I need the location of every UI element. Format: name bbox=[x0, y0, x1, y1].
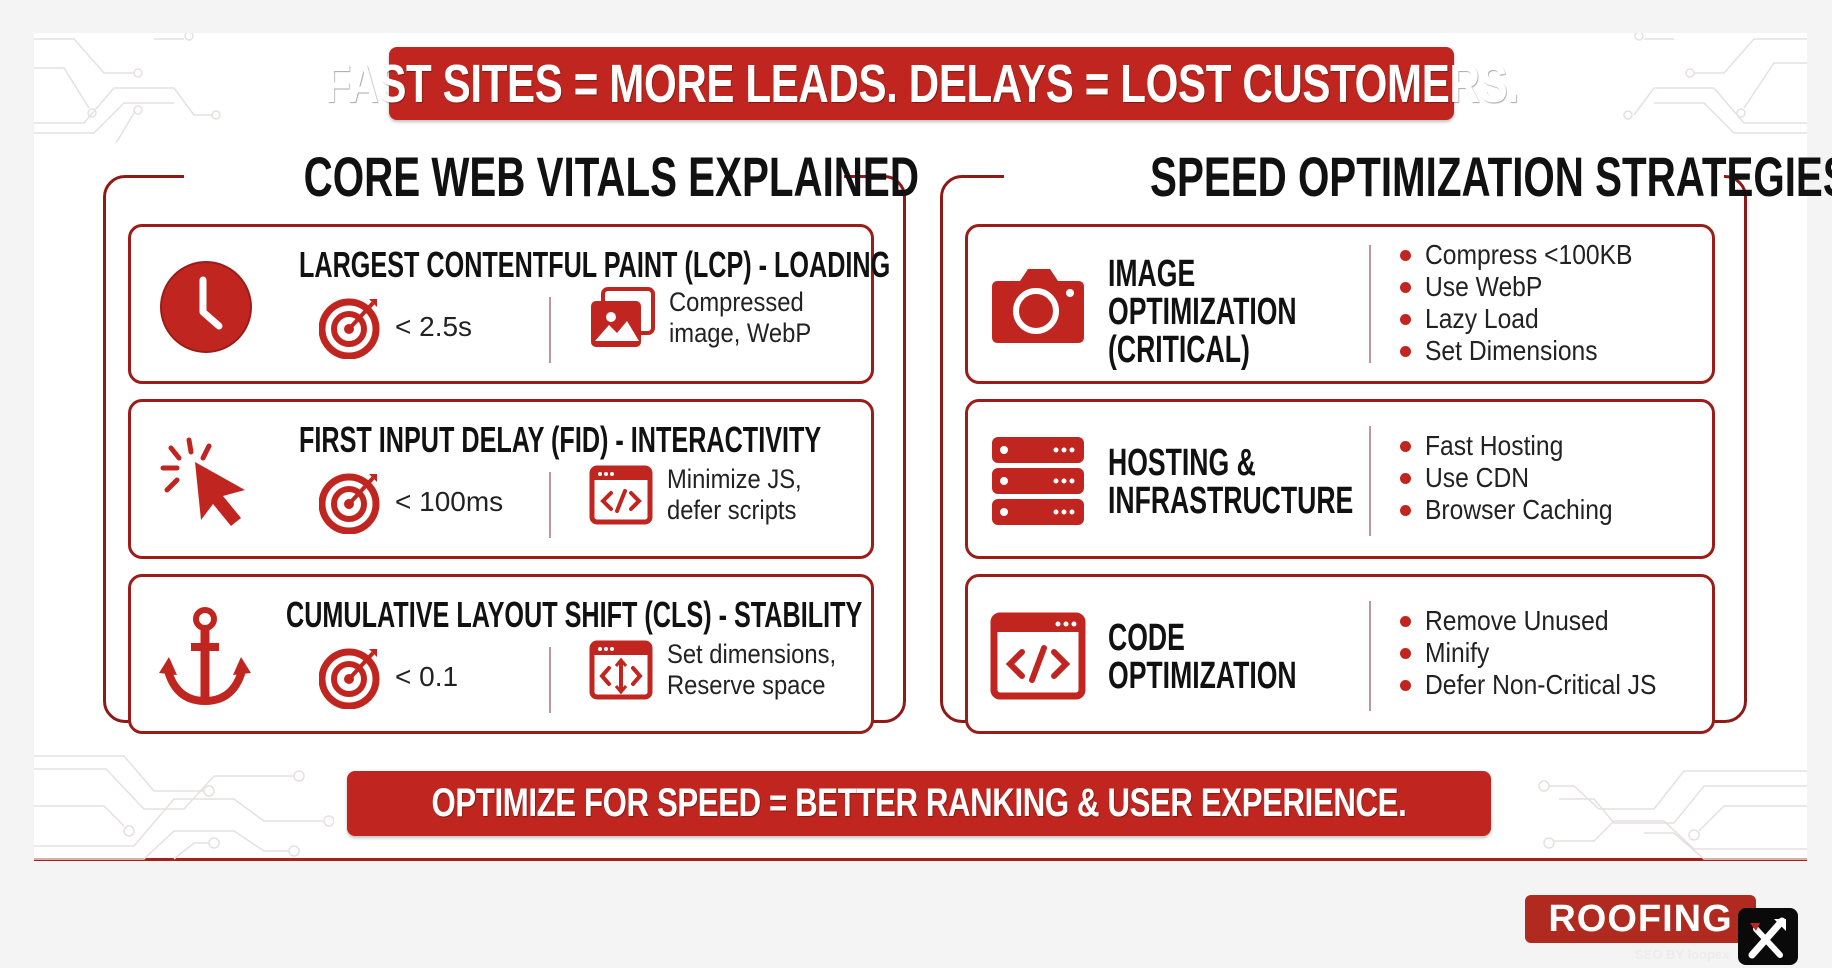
hosting-title: HOSTING & INFRASTRUCTURE bbox=[1108, 442, 1354, 522]
fid-card: FIRST INPUT DELAY (FID) - INTERACTIVITY … bbox=[128, 399, 874, 559]
logo-wordmark: ROOFING bbox=[1525, 895, 1756, 943]
anchor-icon bbox=[159, 607, 251, 706]
circuit-decoration-top-left bbox=[34, 33, 221, 143]
infographic-poster: FAST SITES = MORE LEADS. DELAYS = LOST C… bbox=[34, 33, 1832, 861]
image-optimization-bullets: Compress <100KB Use WebP Lazy Load Set D… bbox=[1400, 239, 1661, 367]
code-window-icon bbox=[589, 465, 653, 525]
list-item: Browser Caching bbox=[1400, 494, 1638, 526]
logo-tagline: SEO BY loopex bbox=[1635, 947, 1730, 962]
list-item: Lazy Load bbox=[1400, 303, 1661, 335]
list-item: Use WebP bbox=[1400, 271, 1661, 303]
footer-banner-text: OPTIMIZE FOR SPEED = BETTER RANKING & US… bbox=[431, 781, 1407, 825]
speed-strategies-title: SPEED OPTIMIZATION STRATEGIES bbox=[1150, 145, 1832, 208]
roofingx-logo[interactable]: ROOFING SEO BY loopex bbox=[1525, 895, 1798, 965]
hosting-card: HOSTING & INFRASTRUCTURE Fast Hosting Us… bbox=[965, 399, 1715, 559]
target-icon bbox=[319, 648, 380, 709]
list-item: Set Dimensions bbox=[1400, 335, 1661, 367]
image-optimization-card: IMAGE OPTIMIZATION (CRITICAL) Compress <… bbox=[965, 224, 1715, 384]
cls-card: CUMULATIVE LAYOUT SHIFT (CLS) - STABILIT… bbox=[128, 574, 874, 734]
fid-fix: Minimize JS, defer scripts bbox=[667, 464, 802, 526]
cursor-click-icon bbox=[160, 437, 245, 526]
code-optimization-card: CODE OPTIMIZATION Remove Unused Minify D… bbox=[965, 574, 1715, 734]
fid-title: FIRST INPUT DELAY (FID) - INTERACTIVITY bbox=[299, 419, 822, 460]
clock-icon bbox=[160, 261, 252, 353]
logo-x-mark-icon bbox=[1738, 908, 1798, 965]
target-icon bbox=[319, 473, 380, 534]
camera-icon bbox=[992, 269, 1084, 343]
cls-target-value: < 0.1 bbox=[395, 661, 459, 692]
headline-text: FAST SITES = MORE LEADS. DELAYS = LOST C… bbox=[324, 53, 1519, 114]
image-gallery-icon bbox=[591, 287, 655, 348]
core-web-vitals-title: CORE WEB VITALS EXPLAINED bbox=[303, 145, 919, 208]
list-item: Use CDN bbox=[1400, 462, 1638, 494]
circuit-decoration-bottom-right bbox=[1538, 770, 1807, 860]
lcp-title: LARGEST CONTENTFUL PAINT (LCP) - LOADING bbox=[299, 244, 891, 285]
lcp-target-value: < 2.5s bbox=[395, 311, 473, 342]
hosting-bullets: Fast Hosting Use CDN Browser Caching bbox=[1400, 430, 1638, 526]
headline-banner: FAST SITES = MORE LEADS. DELAYS = LOST C… bbox=[325, 47, 1519, 120]
list-item: Fast Hosting bbox=[1400, 430, 1638, 462]
target-icon bbox=[319, 298, 380, 359]
fid-target-value: < 100ms bbox=[395, 486, 504, 517]
code-optimization-title: CODE OPTIMIZATION bbox=[1108, 617, 1297, 697]
lcp-fix: Compressed image, WebP bbox=[669, 287, 812, 349]
lcp-card: LARGEST CONTENTFUL PAINT (LCP) - LOADING… bbox=[128, 224, 890, 384]
list-item: Remove Unused bbox=[1400, 605, 1688, 637]
list-item: Minify bbox=[1400, 637, 1688, 669]
code-optimization-bullets: Remove Unused Minify Defer Non-Critical … bbox=[1400, 605, 1688, 701]
resize-window-icon bbox=[589, 640, 653, 700]
circuit-decoration-top-right bbox=[1623, 33, 1807, 134]
circuit-decoration-bottom-left bbox=[34, 755, 334, 860]
list-item: Defer Non-Critical JS bbox=[1400, 669, 1688, 701]
footer-banner: OPTIMIZE FOR SPEED = BETTER RANKING & US… bbox=[347, 771, 1491, 836]
cls-title: CUMULATIVE LAYOUT SHIFT (CLS) - STABILIT… bbox=[286, 594, 863, 635]
cls-fix: Set dimensions, Reserve space bbox=[667, 639, 837, 701]
server-stack-icon bbox=[992, 437, 1084, 525]
list-item: Compress <100KB bbox=[1400, 239, 1661, 271]
image-optimization-title: IMAGE OPTIMIZATION (CRITICAL) bbox=[1108, 253, 1297, 371]
code-window-icon bbox=[990, 612, 1086, 700]
